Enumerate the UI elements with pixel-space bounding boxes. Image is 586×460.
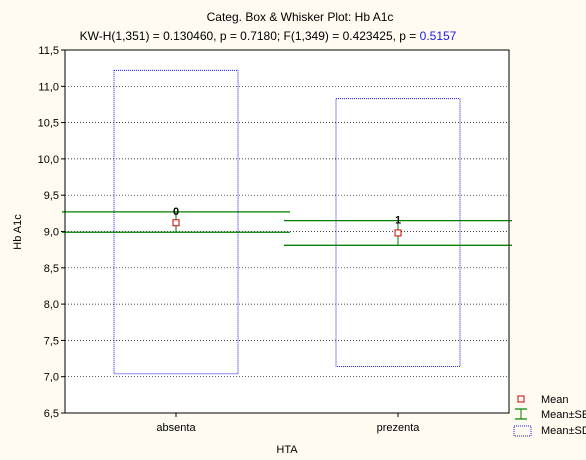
sd-box <box>335 98 461 368</box>
y-tick-label: 8,0 <box>44 299 59 311</box>
chart-subtitle: KW-H(1,351) = 0.130460, p = 0.7180; F(1,… <box>80 29 457 43</box>
x-tick-label: absenta <box>156 422 196 434</box>
y-tick-label: 10,0 <box>38 154 59 166</box>
legend-sd-swatch <box>513 425 532 437</box>
group-label: 1 <box>395 215 401 227</box>
plot-area: 6,5 7,0 7,5 8,0 8,5 9,0 9,5 10,0 10,5 11,0 11,5 0 ab… <box>38 45 512 434</box>
y-tick-label: 10,5 <box>38 118 59 130</box>
group-label: 0 <box>173 206 179 218</box>
y-tick-label: 9,5 <box>44 190 59 202</box>
legend: Mean Mean±SE Mean±SD <box>513 394 586 437</box>
legend-mean-label: Mean <box>541 394 569 406</box>
y-tick-label: 9,0 <box>44 227 59 239</box>
legend-mean-swatch <box>517 395 525 403</box>
x-axis-label: HTA <box>276 444 298 456</box>
y-tick-label: 11,0 <box>38 81 59 93</box>
y-tick-label: 7,0 <box>44 372 59 384</box>
y-axis-label: Hb A1c <box>12 214 24 250</box>
legend-se-label: Mean±SE <box>541 409 586 421</box>
mean-marker <box>172 219 180 227</box>
subtitle-stats: KW-H(1,351) = 0.130460, p = 0.7180; F(1,… <box>80 29 420 43</box>
y-tick-label: 7,5 <box>44 335 59 347</box>
legend-sd-label: Mean±SD <box>541 425 586 437</box>
plot-frame <box>64 49 510 414</box>
chart-title: Categ. Box & Whisker Plot: Hb A1c <box>207 10 394 24</box>
x-tick-label: prezenta <box>377 422 421 434</box>
y-tick-label: 8,5 <box>44 263 59 275</box>
subtitle-pvalue: 0.5157 <box>420 29 457 43</box>
y-tick-label: 11,5 <box>38 45 59 57</box>
sd-box <box>113 69 239 375</box>
mean-marker <box>394 229 402 237</box>
y-tick-label: 6,5 <box>44 408 59 420</box>
